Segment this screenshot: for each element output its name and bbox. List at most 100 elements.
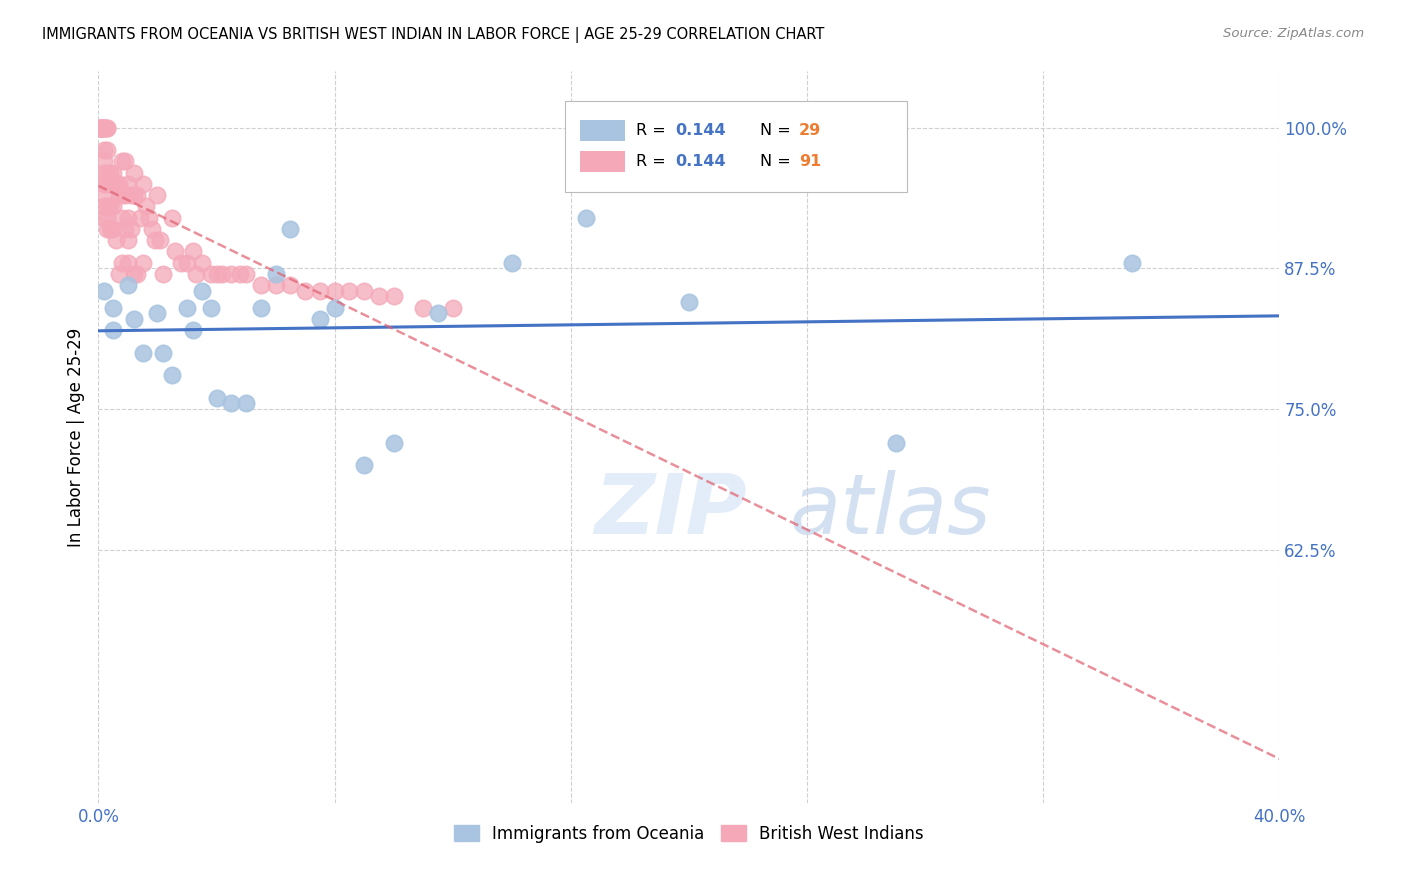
Point [176,255,198,269]
Point [125,188,148,202]
Point [678,295,700,310]
Point [128,211,150,225]
Point [382,289,405,303]
Text: 0.144: 0.144 [675,123,725,138]
Text: IMMIGRANTS FROM OCEANIA VS BRITISH WEST INDIAN IN LABOR FORCE | AGE 25-29 CORREL: IMMIGRANTS FROM OCEANIA VS BRITISH WEST … [42,27,824,43]
Point [96,120,118,135]
Text: 29: 29 [799,123,821,138]
Point [575,211,598,225]
Point [111,188,134,202]
Point [353,284,375,298]
Point [191,255,214,269]
Point [181,323,204,337]
Point [884,435,907,450]
Text: R =: R = [636,153,671,169]
Text: ZIP: ZIP [595,470,747,550]
Point [122,188,145,202]
Point [93,120,115,135]
Point [114,222,136,236]
Point [427,306,450,320]
Point [200,301,222,315]
Point [96,211,118,225]
Point [132,255,155,269]
Point [90,120,112,135]
Text: 91: 91 [799,153,821,169]
Point [264,278,287,293]
Point [294,284,316,298]
Point [176,301,198,315]
Point [117,211,139,225]
Point [264,267,287,281]
Point [103,166,125,180]
Point [108,188,131,202]
Point [93,166,115,180]
Point [98,199,121,213]
Point [96,120,118,135]
Point [250,278,273,293]
Point [114,188,136,202]
Point [143,233,166,247]
Point [229,267,252,281]
Point [122,166,145,180]
Point [105,233,128,247]
Point [103,199,125,213]
Point [200,267,222,281]
Point [132,177,155,191]
Point [114,154,136,169]
Point [96,222,118,236]
Point [122,312,145,326]
Point [353,458,375,473]
Point [103,177,125,191]
Point [96,177,118,191]
Point [117,177,139,191]
Point [90,120,112,135]
Point [441,301,464,315]
Point [103,222,125,236]
Point [141,222,163,236]
Point [152,267,174,281]
Point [90,120,112,135]
Point [135,199,157,213]
Point [108,177,131,191]
Point [501,255,523,269]
Point [149,233,172,247]
Point [93,120,115,135]
Point [98,166,121,180]
Legend: Immigrants from Oceania, British West Indians: Immigrants from Oceania, British West In… [447,818,931,849]
Point [132,345,155,359]
Point [170,255,193,269]
Point [250,301,273,315]
Point [98,177,121,191]
Point [98,222,121,236]
Point [382,435,405,450]
Point [122,267,145,281]
Point [103,301,125,315]
Point [280,278,302,293]
FancyBboxPatch shape [565,101,907,192]
Point [93,154,115,169]
Point [111,211,134,225]
Point [138,211,160,225]
Point [191,284,214,298]
Point [125,267,148,281]
Point [111,154,134,169]
Point [280,222,302,236]
Point [146,188,169,202]
Point [235,267,257,281]
Point [412,301,434,315]
Point [93,143,115,157]
Point [221,396,243,410]
Point [93,199,115,213]
Point [181,244,204,259]
Point [162,211,183,225]
Text: Source: ZipAtlas.com: Source: ZipAtlas.com [1223,27,1364,40]
Point [90,120,112,135]
Point [162,368,183,383]
Point [120,222,142,236]
Text: 0.144: 0.144 [675,153,725,169]
Point [211,267,233,281]
Point [339,284,361,298]
Point [368,289,391,303]
Point [152,345,174,359]
Point [103,323,125,337]
